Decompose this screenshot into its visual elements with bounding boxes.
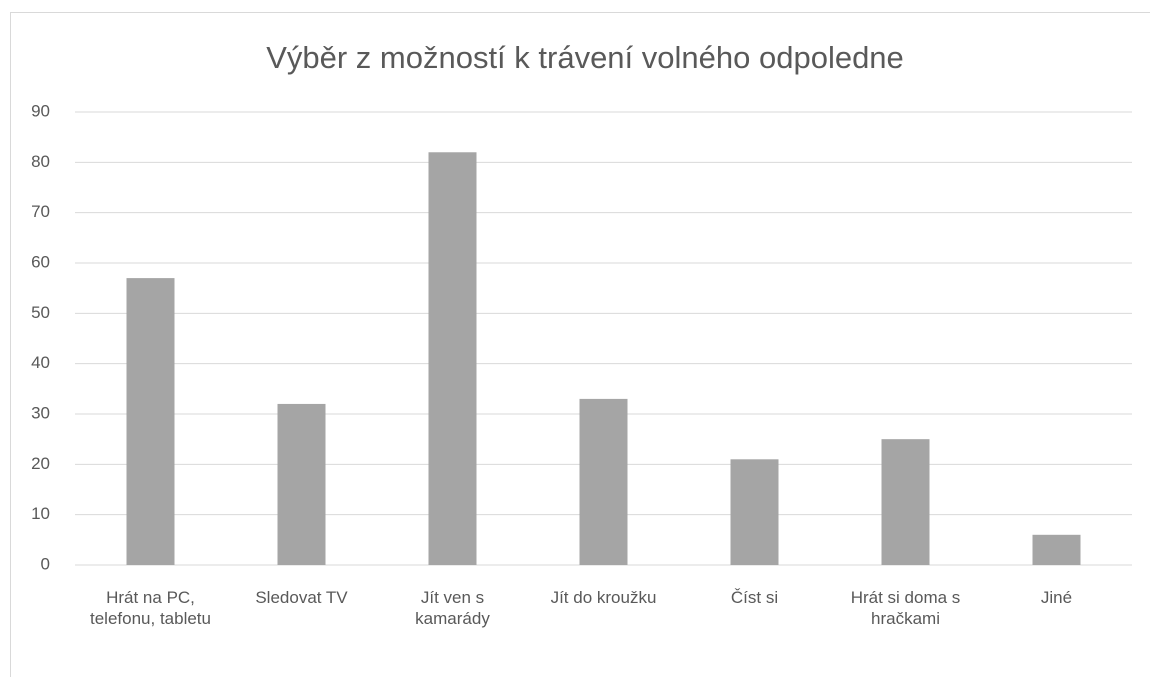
y-tick-label: 10: [31, 504, 50, 523]
y-tick-label: 90: [31, 101, 50, 120]
y-tick-label: 50: [31, 303, 50, 322]
x-tick-label: Číst si: [730, 588, 779, 607]
bar: [277, 403, 326, 565]
chart-border: [10, 12, 1150, 677]
x-tick-label: Jít ven s kamarády: [415, 588, 490, 628]
y-tick-label: 40: [31, 353, 50, 372]
bar: [730, 459, 779, 565]
y-tick-label: 0: [41, 554, 50, 573]
x-tick-label: Hrát na PC, telefonu, tabletu: [90, 588, 211, 628]
bar: [1032, 534, 1081, 565]
bar: [881, 439, 930, 565]
x-tick-label: Jiné: [1040, 588, 1073, 607]
y-tick-label: 60: [31, 252, 50, 271]
bar: [126, 278, 175, 565]
bar: [428, 152, 477, 565]
chart-title: Výběr z možností k trávení volného odpol…: [266, 40, 904, 75]
y-tick-label: 80: [31, 152, 50, 171]
y-tick-label: 30: [31, 403, 50, 422]
y-tick-label: 70: [31, 202, 50, 221]
bar: [579, 398, 628, 565]
y-tick-label: 20: [31, 454, 50, 473]
x-tick-label: Hrát si doma s hračkami: [850, 588, 961, 628]
x-tick-label: Jít do kroužku: [550, 588, 657, 607]
x-tick-label: Sledovat TV: [255, 588, 348, 607]
